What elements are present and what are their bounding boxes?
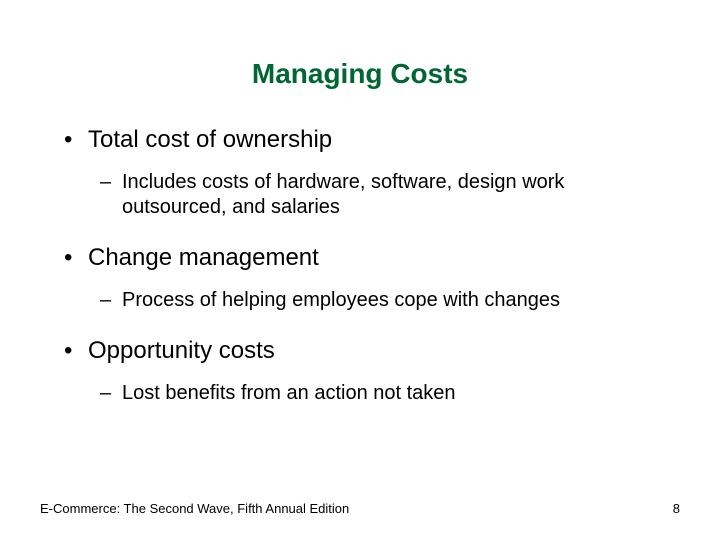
dash-marker: – [100,288,122,313]
bullet-item: • Total cost of ownership [60,126,660,154]
slide-title: Managing Costs [0,0,720,90]
dash-marker: – [100,381,122,406]
bullet-item: • Change management [60,244,660,272]
footer-text: E-Commerce: The Second Wave, Fifth Annua… [40,501,349,516]
sub-bullet-text: Process of helping employees cope with c… [122,288,660,313]
sub-bullet-item: – Lost benefits from an action not taken [100,381,660,406]
sub-bullet-text: Includes costs of hardware, software, de… [122,170,660,220]
sub-bullet-text: Lost benefits from an action not taken [122,381,660,406]
slide-body: • Total cost of ownership – Includes cos… [0,90,720,406]
bullet-item: • Opportunity costs [60,337,660,365]
dash-marker: – [100,170,122,195]
bullet-marker: • [60,337,88,365]
slide-footer: E-Commerce: The Second Wave, Fifth Annua… [40,501,680,516]
sub-bullet-item: – Includes costs of hardware, software, … [100,170,660,220]
bullet-marker: • [60,244,88,272]
page-number: 8 [673,501,680,516]
sub-bullet-item: – Process of helping employees cope with… [100,288,660,313]
bullet-text: Change management [88,244,660,272]
bullet-text: Total cost of ownership [88,126,660,154]
bullet-marker: • [60,126,88,154]
slide: Managing Costs • Total cost of ownership… [0,0,720,540]
bullet-text: Opportunity costs [88,337,660,365]
